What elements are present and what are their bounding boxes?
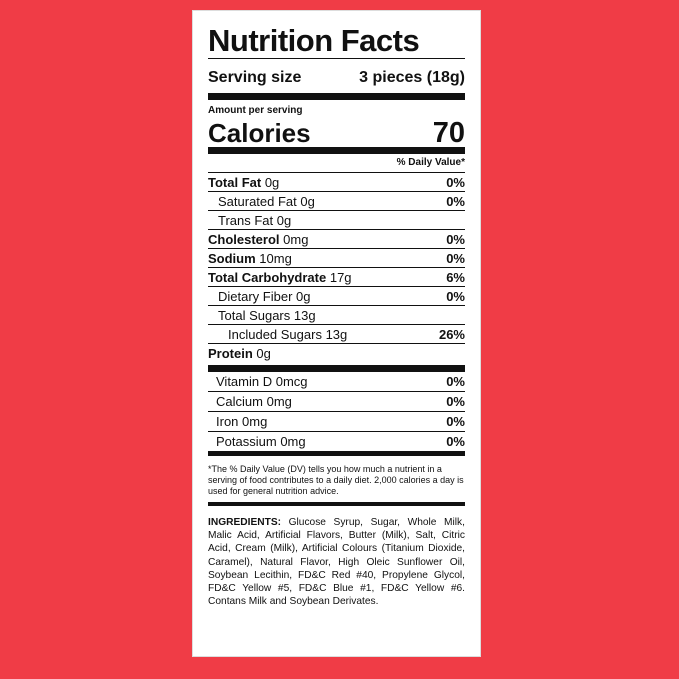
calories-label: Calories [208, 118, 311, 148]
nutrient-name: Sodium [208, 251, 256, 266]
rule [208, 147, 465, 154]
nutrient-amount: 0g [300, 194, 315, 209]
daily-value: 0% [446, 374, 465, 389]
nutrient-row: Total Fat 0g 0% [208, 173, 465, 192]
nutrient: Included Sugars 13g [228, 325, 347, 343]
daily-value: 0% [446, 394, 465, 409]
nutrient-name: Trans Fat [218, 213, 274, 228]
nutrient: Total Carbohydrate 17g [208, 268, 352, 286]
rule [208, 93, 465, 100]
ingredients: INGREDIENTS: Glucose Syrup, Sugar, Whole… [208, 516, 465, 608]
daily-value: 6% [446, 270, 465, 285]
daily-value: 0% [446, 232, 465, 247]
nutrient-row: Included Sugars 13g 26% [208, 325, 465, 344]
nutrient-name: Saturated Fat [218, 194, 297, 209]
serving-value: 3 pieces (18g) [359, 69, 465, 86]
nutrient-name: Total Sugars [218, 308, 291, 323]
nutrient: Protein 0g [208, 344, 271, 365]
nutrient-name: Total Fat [208, 175, 262, 190]
nutrient-amount: 13g [325, 327, 348, 342]
nutrient-row: Dietary Fiber 0g 0% [208, 287, 465, 306]
nutrient: Trans Fat 0g [218, 211, 291, 229]
nutrient-row: Total Sugars 13g [208, 306, 465, 325]
nutrient-row: Iron 0mg 0% [208, 412, 465, 432]
nutrient: Sodium 10mg [208, 249, 292, 267]
daily-value: 0% [446, 414, 465, 429]
nutrient-amount: 0g [276, 213, 292, 228]
nutrition-label: Nutrition Facts Serving size 3 pieces (18… [192, 10, 481, 657]
nutrient-amount: 13g [293, 308, 316, 323]
title: Nutrition Facts [208, 24, 465, 59]
nutrient-row: Cholesterol 0mg 0% [208, 230, 465, 249]
nutrient-amount: 0g [296, 289, 311, 304]
nutrient-name: Included Sugars [228, 327, 322, 342]
daily-value: 0% [446, 194, 465, 209]
amount-per-serving: Amount per serving [208, 105, 303, 116]
nutrient-name: Protein [208, 346, 253, 361]
nutrient-row: Sodium 10mg 0% [208, 249, 465, 268]
ingredients-text: Glucose Syrup, Sugar, Whole Milk, Malic … [208, 517, 465, 608]
daily-value: 0% [446, 434, 465, 449]
nutrient: Total Sugars 13g [218, 306, 316, 324]
nutrient-amount: 0mg [280, 434, 306, 449]
nutrient: Total Fat 0g [208, 173, 279, 191]
nutrient-name: Potassium [216, 434, 277, 449]
nutrient-name: Total Carbohydrate [208, 270, 327, 285]
nutrient-name: Vitamin D [216, 374, 273, 389]
nutrient-name: Dietary Fiber [218, 289, 293, 304]
nutrient: Potassium 0mg [216, 432, 306, 451]
nutrient: Iron 0mg [216, 412, 267, 431]
nutrient-amount: 0mg [283, 232, 309, 247]
rule [208, 451, 465, 456]
nutrient-amount: 0mg [266, 394, 292, 409]
nutrient-name: Cholesterol [208, 232, 280, 247]
nutrient-row: Trans Fat 0g [208, 211, 465, 230]
serving-label: Serving size [208, 69, 302, 86]
nutrient-row: Protein 0g [208, 344, 465, 365]
nutrient: Saturated Fat 0g [218, 192, 315, 210]
nutrient-row: Vitamin D 0mcg 0% [208, 372, 465, 392]
daily-value: 0% [446, 175, 465, 190]
nutrient-amount: 0mg [242, 414, 268, 429]
ingredients-label: INGREDIENTS: [208, 517, 282, 528]
daily-value: 0% [446, 251, 465, 266]
nutrient: Calcium 0mg [216, 392, 292, 411]
nutrient-row: Potassium 0mg 0% [208, 432, 465, 451]
nutrient: Vitamin D 0mcg [216, 372, 308, 391]
nutrient-amount: 0g [264, 175, 280, 190]
nutrient-amount: 17g [329, 270, 352, 285]
nutrient-row: Calcium 0mg 0% [208, 392, 465, 412]
nutrient-row: Total Carbohydrate 17g 6% [208, 268, 465, 287]
calories-value: 70 [432, 117, 465, 149]
rule [208, 365, 465, 372]
nutrient-name: Iron [216, 414, 239, 429]
daily-value: 0% [446, 289, 465, 304]
nutrient-amount: 10mg [259, 251, 292, 266]
nutrient-amount: 0mcg [275, 374, 308, 389]
dv-header: % Daily Value* [208, 154, 465, 173]
nutrient-amount: 0g [256, 346, 271, 361]
daily-value: 26% [438, 327, 465, 342]
nutrient: Cholesterol 0mg [208, 230, 308, 248]
nutrient: Dietary Fiber 0g [218, 287, 311, 305]
nutrient-row: Saturated Fat 0g 0% [208, 192, 465, 211]
nutrient-name: Calcium [216, 394, 263, 409]
footnote: *The % Daily Value (DV) tells you how mu… [208, 464, 465, 506]
